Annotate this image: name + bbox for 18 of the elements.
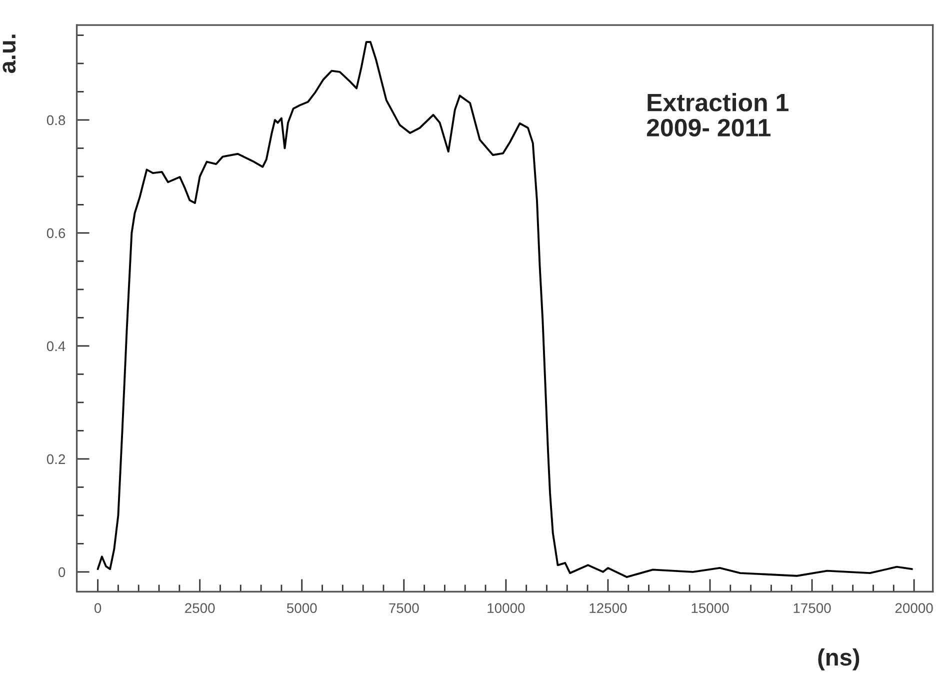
- line-series: [96, 41, 913, 578]
- x-tick-label: 7500: [389, 603, 419, 614]
- x-tick-label: 20000: [895, 603, 933, 614]
- y-tick-label: 0: [58, 567, 66, 578]
- annotation: Extraction 1 2009- 2011: [646, 93, 788, 137]
- x-axis-title: (ns): [818, 648, 860, 670]
- y-tick-label: 0.2: [46, 454, 65, 464]
- x-tick-label: 12500: [590, 603, 627, 614]
- y-tick-label: 0.4: [46, 341, 66, 352]
- y-tick-label: 0.6: [46, 228, 66, 238]
- x-tick-label: 17500: [794, 603, 831, 614]
- y-tick-label: 0.8: [46, 115, 66, 126]
- x-tick-label: 5000: [286, 603, 317, 614]
- x-tick-label: 15000: [692, 603, 729, 614]
- x-tick-label: 10000: [488, 603, 525, 614]
- y-axis-title: a.u.: [2, 34, 16, 74]
- x-tick-label: 2500: [185, 603, 215, 614]
- x-tick-label: 0: [94, 603, 102, 614]
